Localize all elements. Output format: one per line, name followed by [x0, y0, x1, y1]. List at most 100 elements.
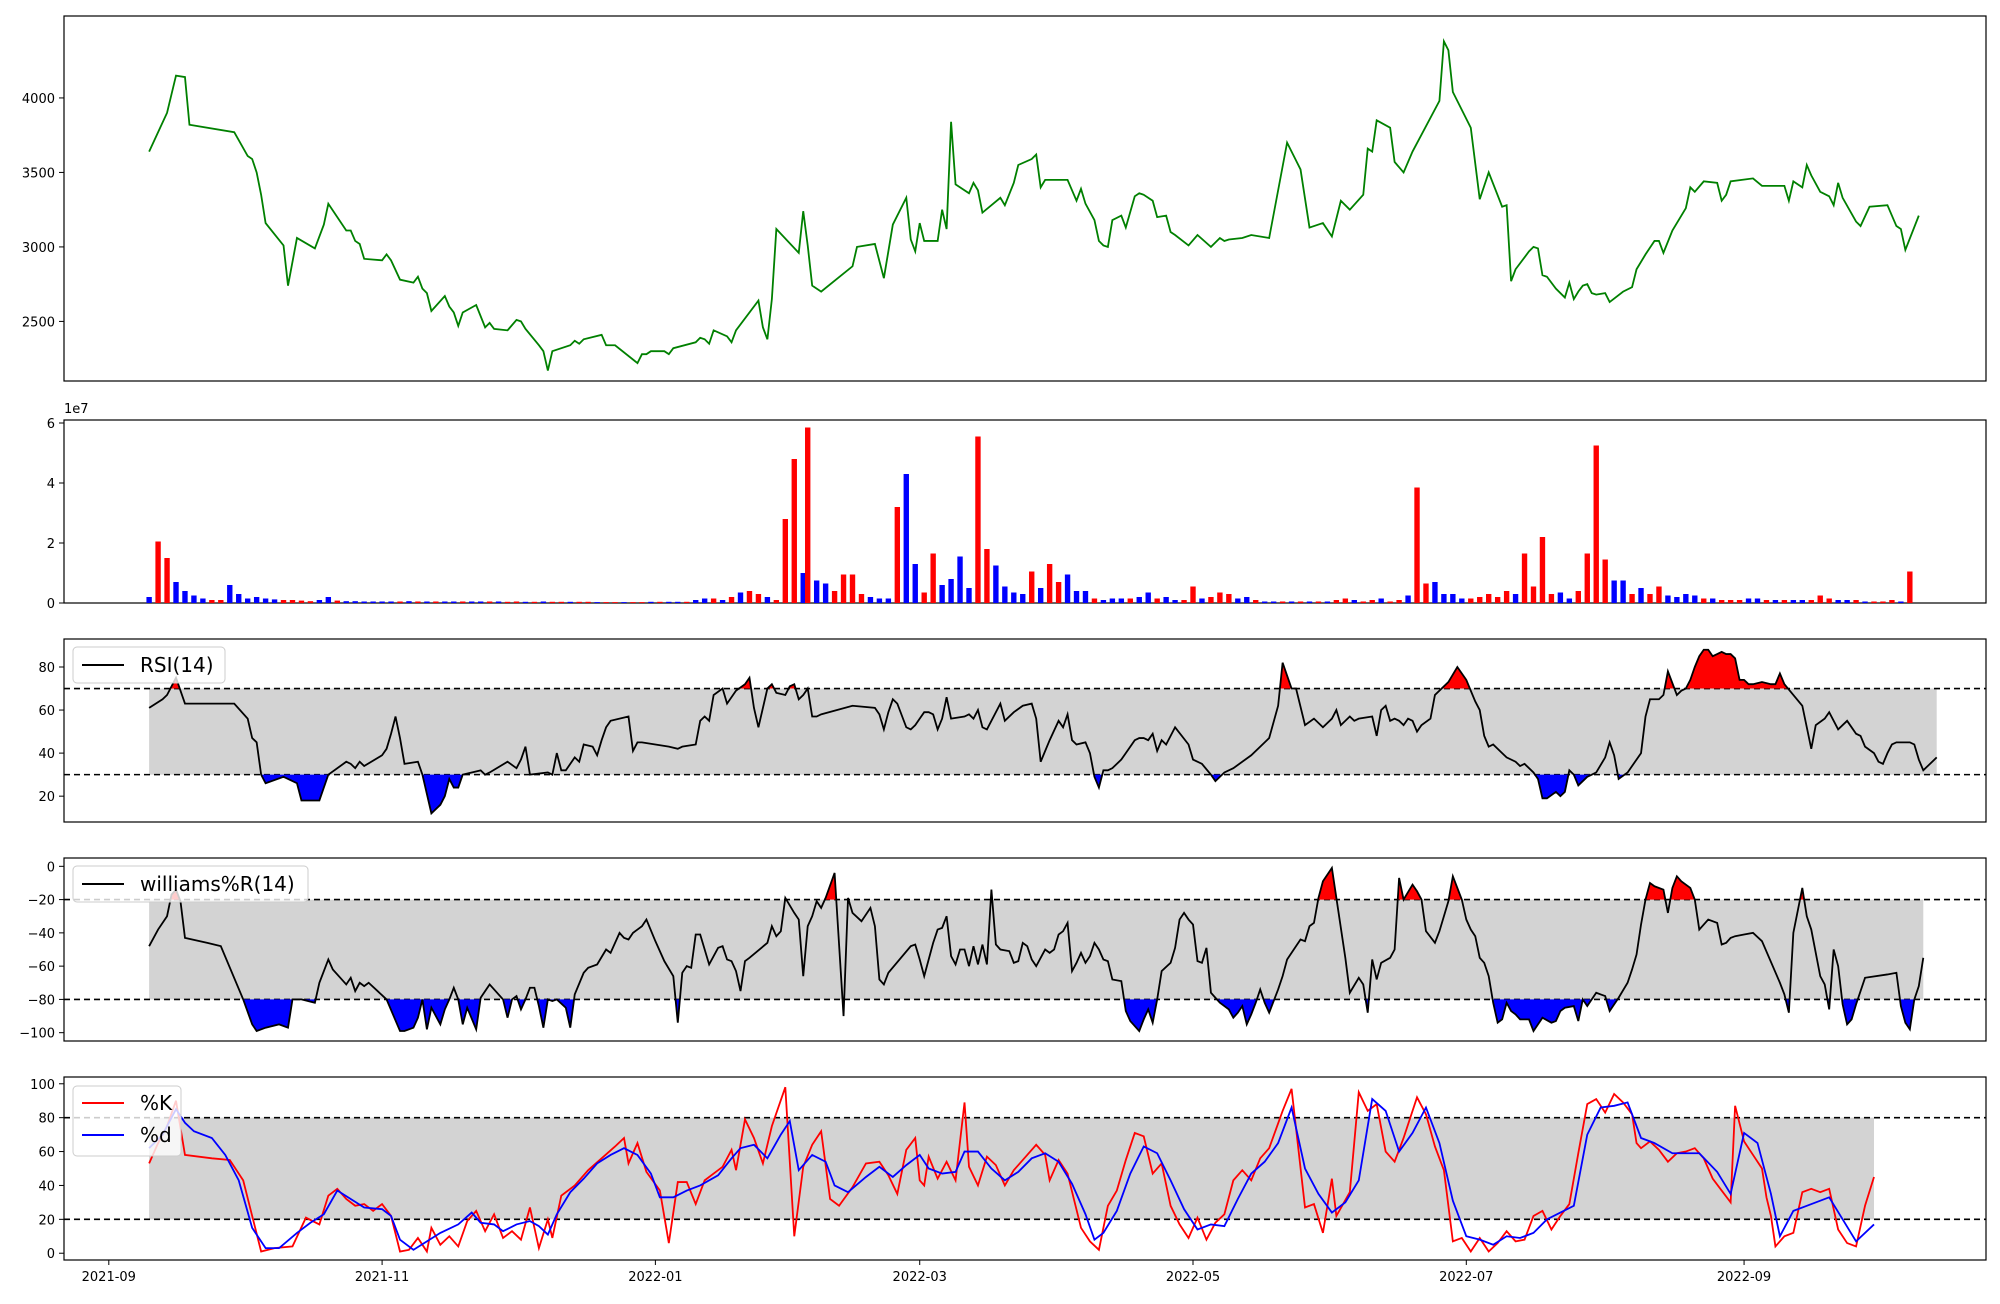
volume-bar — [155, 541, 161, 603]
volume-bar — [1360, 601, 1366, 603]
volume-bar — [334, 600, 340, 603]
volume-bar — [1118, 598, 1125, 603]
williams-axes-frame — [63, 857, 1987, 1042]
williams-oversold-fill — [503, 999, 513, 1018]
volume-bar — [921, 592, 927, 603]
volume-bar — [522, 601, 529, 603]
volume-bar — [1584, 553, 1590, 603]
volume-bar — [1611, 580, 1617, 603]
volume-bar — [424, 601, 430, 603]
volume-bar — [1754, 598, 1761, 603]
volume-bar — [1486, 594, 1492, 603]
volume-bar — [1880, 601, 1886, 603]
volume-bar — [876, 598, 883, 603]
volume-bar — [1432, 582, 1438, 603]
volume-bar — [1629, 594, 1635, 603]
volume-bar — [433, 601, 439, 603]
x-tick-label: 2022-05 — [1166, 1270, 1220, 1285]
volume-bar — [1790, 600, 1797, 603]
rsi-ytick-label: 80 — [38, 661, 55, 676]
volume-bar — [1593, 445, 1599, 603]
volume-bar — [737, 592, 744, 603]
volume-bar — [630, 602, 636, 603]
volume-bar — [1199, 598, 1205, 603]
volume-bar — [325, 597, 332, 603]
price-ytick-label: 4000 — [22, 92, 55, 107]
volume-bar — [1602, 559, 1608, 603]
volume-bar — [1297, 601, 1304, 603]
volume-bar — [1315, 601, 1322, 603]
volume-bar — [1656, 586, 1662, 603]
volume-bar — [903, 474, 909, 603]
volume-bar — [1423, 583, 1429, 603]
rsi-oversold-fill — [1534, 774, 1569, 799]
volume-bar — [1665, 595, 1671, 603]
williams-ytick-label: −60 — [28, 960, 55, 975]
volume-bar — [1217, 592, 1223, 603]
volume-ytick-label: 4 — [47, 477, 55, 492]
volume-bar — [1145, 592, 1151, 603]
volume-bar — [370, 601, 376, 603]
volume-bar — [1109, 598, 1116, 603]
x-tick-label: 2021-11 — [355, 1270, 409, 1285]
williams-ytick-label: 0 — [47, 860, 55, 875]
volume-bar — [813, 580, 820, 603]
volume-bar — [675, 601, 681, 603]
volume-bar — [948, 579, 954, 603]
volume-bar — [1647, 594, 1653, 603]
volume-bar — [939, 585, 945, 603]
volume-bar — [1235, 598, 1241, 603]
volume-bar — [657, 601, 663, 603]
volume-bar — [755, 594, 762, 603]
volume-bar — [1163, 597, 1169, 603]
price-ytick-label: 2500 — [22, 315, 55, 330]
williams-ytick-label: −40 — [28, 927, 55, 942]
volume-bar — [1190, 586, 1196, 603]
volume-bar — [1853, 600, 1859, 603]
stochastic-ytick-label: 60 — [38, 1146, 55, 1161]
volume-bar — [406, 601, 412, 603]
volume-bar — [245, 598, 251, 603]
date-x-axis: 2021-09 2021-11 2022-01 2022-03 2022-05 2022-… — [82, 1260, 1771, 1285]
volume-ytick-label: 2 — [47, 537, 55, 552]
volume-bar — [684, 601, 690, 603]
williams-ytick-label: −20 — [28, 894, 55, 909]
williams-neutral-band — [149, 899, 1924, 1000]
stochastic-ytick-label: 0 — [47, 1247, 55, 1262]
volume-bar — [307, 601, 314, 603]
volume-bar — [495, 601, 502, 603]
williams-legend-box — [72, 865, 309, 903]
volume-bar — [1244, 597, 1250, 603]
price-panel: 2500 3000 3500 4000 — [22, 15, 1987, 382]
volume-bar — [1082, 591, 1089, 603]
volume-bar — [567, 601, 573, 603]
volume-bar — [504, 601, 511, 603]
volume-bar — [191, 595, 197, 603]
stochastic-line — [148, 1097, 1875, 1251]
volume-bar — [993, 565, 999, 603]
volume-bar — [791, 459, 797, 603]
volume-bar — [867, 597, 874, 603]
volume-bar — [1575, 591, 1581, 603]
volume-bar — [693, 600, 699, 603]
x-tick-label: 2021-09 — [82, 1270, 136, 1285]
volume-bar — [218, 600, 224, 603]
volume-bar — [558, 601, 564, 603]
stochastic-ytick-label: 80 — [38, 1112, 55, 1127]
volume-bar — [1736, 600, 1743, 603]
volume-bar — [477, 601, 484, 603]
volume-bar — [1521, 553, 1528, 603]
volume-ytick-label: 0 — [47, 597, 55, 612]
volume-bar — [1324, 601, 1331, 603]
volume-bar — [1306, 601, 1313, 603]
volume-bar — [1136, 597, 1142, 603]
volume-bar — [984, 549, 990, 603]
volume-bar — [1889, 600, 1895, 603]
volume-bar — [1450, 594, 1456, 603]
volume-bar — [1351, 600, 1357, 603]
volume-bar — [1727, 600, 1734, 603]
x-tick-label: 2022-01 — [628, 1270, 682, 1285]
volume-bar — [1898, 601, 1904, 603]
volume-panel: 1e7 0 2 4 6 — [47, 402, 1987, 612]
